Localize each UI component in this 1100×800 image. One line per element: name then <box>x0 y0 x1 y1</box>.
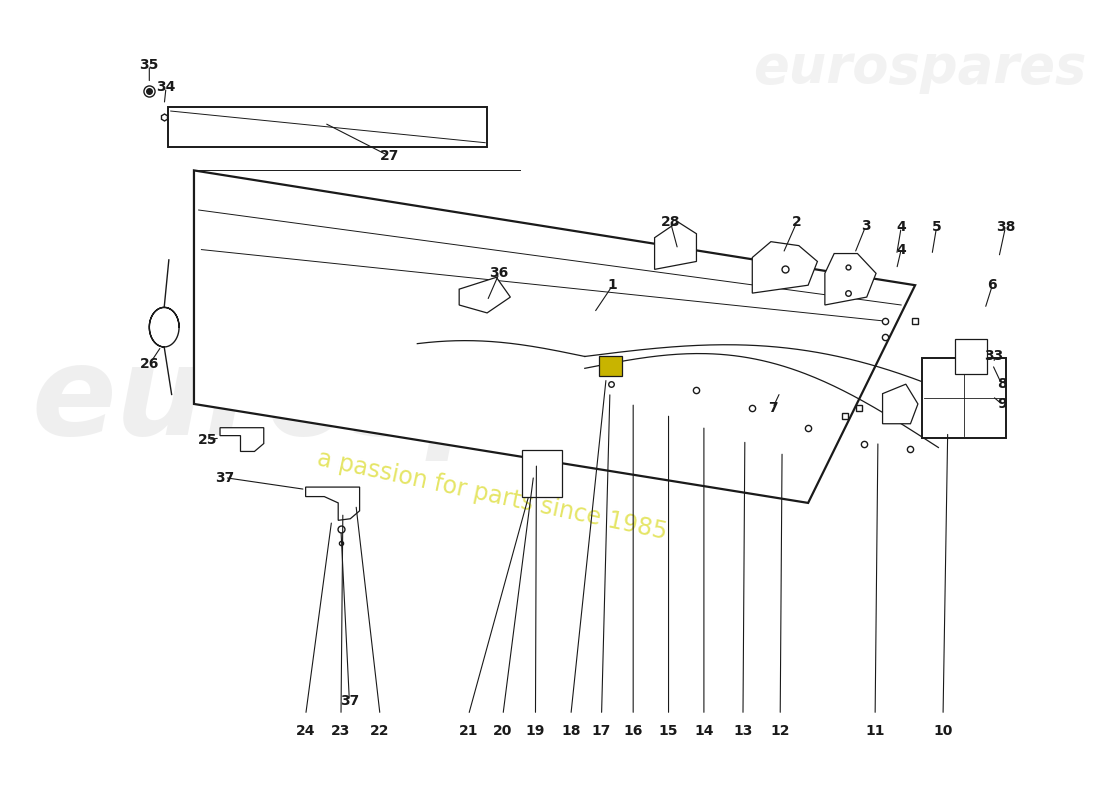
Text: 37: 37 <box>216 470 234 485</box>
Text: 34: 34 <box>156 80 176 94</box>
Text: 26: 26 <box>140 358 159 371</box>
Text: 35: 35 <box>140 58 159 72</box>
Polygon shape <box>825 254 876 305</box>
Text: 24: 24 <box>296 724 316 738</box>
Text: 23: 23 <box>331 724 351 738</box>
Polygon shape <box>168 107 487 146</box>
Polygon shape <box>220 428 264 451</box>
Text: 36: 36 <box>490 266 509 280</box>
Text: 6: 6 <box>988 278 998 292</box>
Text: 9: 9 <box>997 397 1006 411</box>
Text: 38: 38 <box>996 221 1015 234</box>
Text: 19: 19 <box>526 724 546 738</box>
Text: 20: 20 <box>493 724 513 738</box>
Polygon shape <box>752 242 817 293</box>
Polygon shape <box>194 170 915 503</box>
Text: 7: 7 <box>768 401 778 415</box>
Polygon shape <box>654 222 696 270</box>
Text: 13: 13 <box>734 724 752 738</box>
Text: 12: 12 <box>770 724 790 738</box>
Text: 4: 4 <box>896 221 906 234</box>
Text: a passion for parts since 1985: a passion for parts since 1985 <box>315 446 669 544</box>
Text: 3: 3 <box>861 219 870 233</box>
Text: 2: 2 <box>792 215 802 229</box>
FancyBboxPatch shape <box>522 450 561 497</box>
Text: 22: 22 <box>371 724 389 738</box>
Text: 17: 17 <box>592 724 612 738</box>
Text: 15: 15 <box>659 724 679 738</box>
Polygon shape <box>882 384 917 424</box>
Text: 27: 27 <box>379 149 399 163</box>
Text: 33: 33 <box>984 350 1004 363</box>
Text: eurospares: eurospares <box>754 42 1087 94</box>
Text: 10: 10 <box>934 724 953 738</box>
Text: 16: 16 <box>624 724 642 738</box>
Text: eurospares: eurospares <box>32 339 822 461</box>
Text: 4: 4 <box>896 242 906 257</box>
Text: 37: 37 <box>340 694 359 708</box>
Polygon shape <box>459 278 510 313</box>
Text: 18: 18 <box>561 724 581 738</box>
Text: 8: 8 <box>997 377 1006 391</box>
Text: 25: 25 <box>198 433 218 446</box>
Text: 21: 21 <box>459 724 478 738</box>
FancyBboxPatch shape <box>922 358 1006 438</box>
Text: 11: 11 <box>866 724 884 738</box>
FancyBboxPatch shape <box>955 339 987 374</box>
Text: 28: 28 <box>661 215 680 229</box>
Polygon shape <box>306 487 360 520</box>
Text: 1: 1 <box>608 278 617 292</box>
Polygon shape <box>598 357 622 376</box>
Text: 5: 5 <box>932 221 942 234</box>
Text: 14: 14 <box>694 724 714 738</box>
